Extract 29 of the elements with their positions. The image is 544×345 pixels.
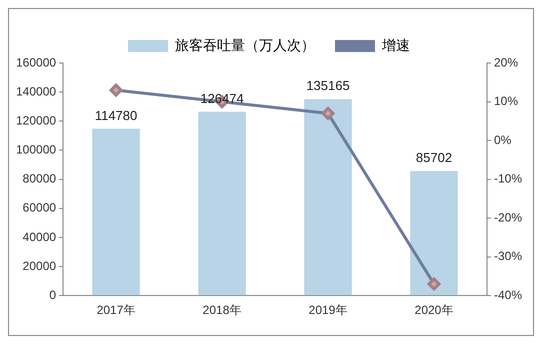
y-tick-label: 20000	[22, 258, 56, 273]
x-tick-label: 2017年	[96, 303, 136, 318]
y-tick-label: 0	[49, 288, 56, 302]
data-label: 114780	[94, 108, 138, 123]
y2-tick-label: 10%	[494, 94, 518, 108]
y-tick-label: 120000	[16, 113, 56, 128]
y-tick-label: 40000	[22, 230, 56, 244]
y2-tick-label: -20%	[494, 210, 522, 224]
bar	[410, 171, 458, 296]
bar	[92, 128, 140, 296]
y2-tick-label: -30%	[494, 249, 522, 264]
x-tick-label: 2019年	[308, 303, 348, 318]
legend-label: 增速	[381, 36, 410, 53]
y2-tick-label: -40%	[494, 288, 522, 302]
y-tick-label: 160000	[16, 55, 56, 70]
data-label: 135165	[306, 78, 350, 94]
y2-tick-label: 0%	[494, 132, 512, 147]
bar	[304, 99, 352, 296]
y-tick-label: 100000	[16, 142, 56, 157]
data-label: 85702	[416, 150, 452, 166]
legend-label: 旅客吞吐量（万人次）	[175, 36, 315, 53]
y2-tick-label: -10%	[494, 172, 522, 186]
y-tick-label: 140000	[16, 84, 56, 98]
bar	[198, 112, 246, 296]
y-tick-label: 80000	[22, 172, 56, 186]
x-tick-label: 2020年	[414, 303, 454, 318]
y2-tick-label: 20%	[494, 55, 518, 70]
y-tick-label: 60000	[22, 200, 56, 215]
x-tick-label: 2018年	[202, 303, 242, 318]
